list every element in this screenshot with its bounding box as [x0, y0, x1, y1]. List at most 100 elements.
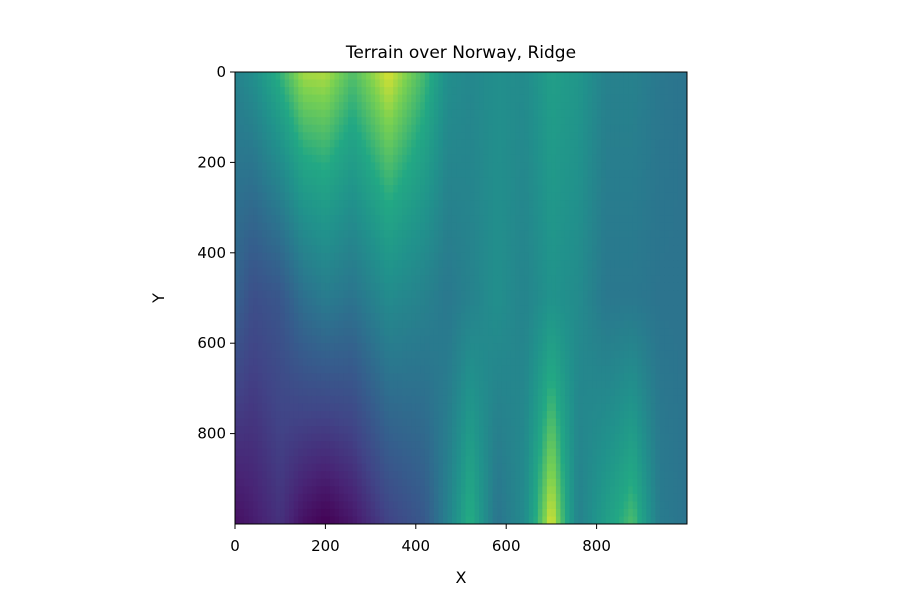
- heatmap-cell: [311, 441, 317, 450]
- heatmap-cell: [388, 185, 394, 194]
- heatmap-cell: [510, 298, 516, 307]
- heatmap-cell: [614, 403, 620, 412]
- heatmap-cell: [637, 282, 643, 292]
- heatmap-cell: [438, 87, 444, 96]
- heatmap-cell: [596, 124, 602, 133]
- heatmap-cell: [641, 245, 647, 254]
- heatmap-cell: [587, 185, 593, 194]
- heatmap-cell: [329, 132, 336, 141]
- heatmap-cell: [655, 245, 661, 254]
- heatmap-cell: [320, 162, 326, 171]
- heatmap-cell: [298, 305, 304, 314]
- heatmap-cell: [402, 298, 408, 307]
- heatmap-cell: [248, 207, 254, 216]
- heatmap-cell: [519, 305, 525, 314]
- heatmap-cell: [673, 222, 679, 231]
- heatmap-cell: [320, 305, 326, 314]
- heatmap-cell: [280, 433, 286, 442]
- heatmap-cell: [402, 79, 408, 88]
- heatmap-cell: [379, 373, 385, 382]
- heatmap-cell: [280, 305, 286, 314]
- heatmap-cell: [451, 433, 458, 442]
- heatmap-cell: [501, 102, 507, 111]
- heatmap-cell: [637, 335, 643, 344]
- heatmap-cell: [320, 132, 326, 141]
- heatmap-cell: [284, 132, 290, 141]
- heatmap-cell: [479, 177, 485, 186]
- heatmap-cell: [334, 87, 340, 96]
- heatmap-cell: [253, 290, 259, 299]
- heatmap-cell: [402, 245, 408, 254]
- heatmap-cell: [677, 328, 684, 337]
- heatmap-cell: [605, 388, 611, 397]
- heatmap-cell: [542, 215, 548, 224]
- heatmap-cell: [510, 200, 516, 209]
- heatmap-cell: [479, 79, 485, 88]
- heatmap-cell: [628, 162, 634, 171]
- heatmap-cell: [271, 109, 277, 118]
- heatmap-cell: [533, 185, 539, 194]
- heatmap-cell: [257, 275, 263, 284]
- heatmap-cell: [275, 79, 281, 88]
- heatmap-cell: [375, 185, 381, 194]
- heatmap-cell: [316, 222, 322, 231]
- heatmap-cell: [537, 72, 543, 81]
- heatmap-cell: [632, 358, 638, 367]
- heatmap-cell: [510, 343, 516, 352]
- heatmap-cell: [393, 433, 399, 442]
- heatmap-cell: [533, 313, 539, 322]
- heatmap-cell: [569, 418, 575, 427]
- heatmap-cell: [668, 433, 675, 442]
- heatmap-cell: [275, 192, 281, 201]
- heatmap-cell: [682, 426, 687, 435]
- heatmap-cell: [510, 132, 516, 141]
- heatmap-cell: [248, 260, 254, 269]
- heatmap-cell: [442, 87, 449, 96]
- heatmap-cell: [619, 109, 625, 118]
- heatmap-cell: [248, 313, 254, 322]
- heatmap-cell: [560, 388, 566, 397]
- heatmap-cell: [235, 222, 241, 231]
- heatmap-cell: [402, 411, 408, 420]
- heatmap-cell: [262, 426, 268, 435]
- heatmap-cell: [664, 298, 670, 307]
- heatmap-cell: [555, 380, 562, 389]
- heatmap-cell: [641, 252, 647, 261]
- heatmap-cell: [302, 102, 308, 111]
- heatmap-cell: [271, 87, 277, 96]
- heatmap-cell: [343, 328, 349, 337]
- heatmap-cell: [655, 441, 661, 450]
- heatmap-cell: [379, 215, 385, 224]
- heatmap-cell: [501, 139, 507, 148]
- heatmap-cell: [465, 252, 471, 261]
- heatmap-cell: [316, 350, 322, 359]
- heatmap-cell: [284, 87, 290, 96]
- heatmap-cell: [451, 72, 458, 81]
- heatmap-cell: [348, 441, 354, 450]
- heatmap-cell: [470, 426, 476, 435]
- heatmap-cell: [352, 94, 358, 103]
- heatmap-cell: [253, 252, 259, 261]
- heatmap-cell: [501, 177, 507, 186]
- heatmap-cell: [515, 139, 521, 148]
- heatmap-cell: [406, 109, 412, 118]
- heatmap-cell: [415, 117, 421, 126]
- heatmap-cell: [583, 154, 589, 163]
- heatmap-cell: [664, 79, 670, 88]
- heatmap-cell: [501, 109, 507, 118]
- heatmap-cell: [271, 298, 277, 307]
- heatmap-cell: [673, 200, 679, 209]
- heatmap-cell: [397, 358, 403, 367]
- heatmap-cell: [637, 388, 643, 397]
- heatmap-cell: [302, 433, 308, 442]
- heatmap-cell: [506, 358, 512, 367]
- heatmap-cell: [348, 147, 354, 156]
- heatmap-cell: [555, 222, 562, 231]
- heatmap-cell: [533, 298, 539, 307]
- heatmap-cell: [348, 72, 354, 81]
- heatmap-cell: [488, 94, 494, 103]
- heatmap-cell: [664, 282, 670, 292]
- heatmap-cell: [375, 403, 381, 412]
- heatmap-cell: [388, 252, 394, 261]
- heatmap-cell: [628, 267, 634, 276]
